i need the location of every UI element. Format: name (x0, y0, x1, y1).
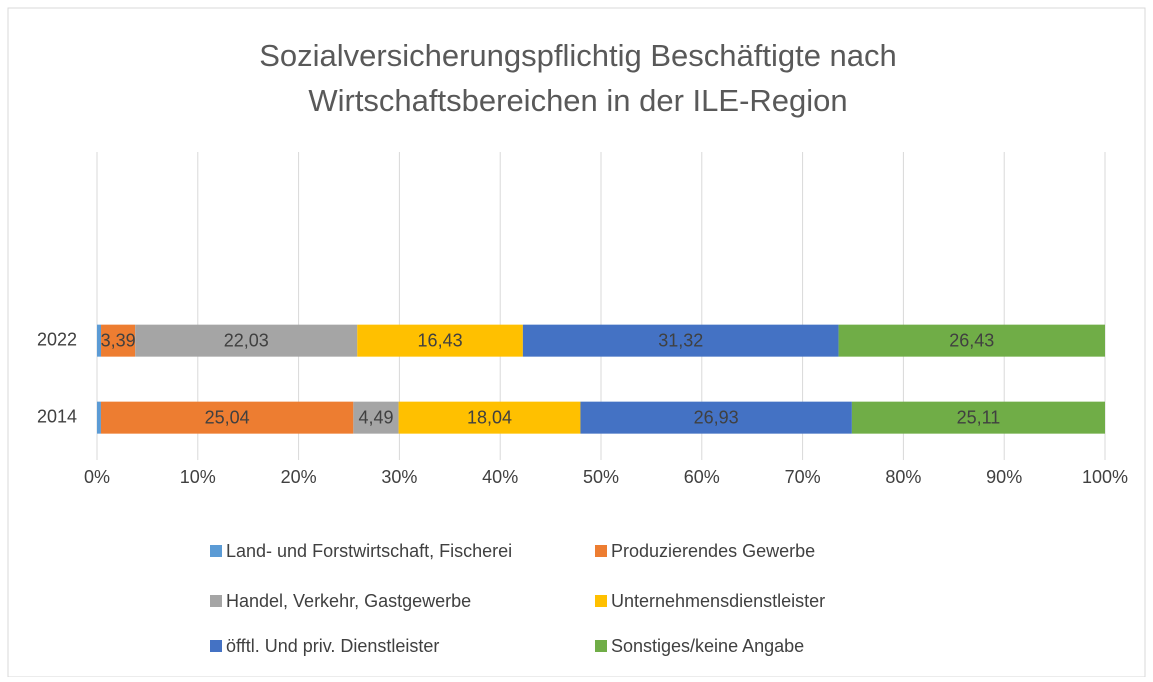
data-label: 31,32 (658, 330, 703, 350)
legend-swatch (210, 545, 222, 557)
x-tick-label: 60% (684, 467, 720, 487)
x-tick-label: 90% (986, 467, 1022, 487)
legend-swatch (210, 595, 222, 607)
bar-segment (838, 324, 1105, 357)
data-label: 25,11 (957, 407, 1001, 427)
data-label: 18,04 (467, 407, 512, 427)
legend-label: Unternehmensdienstleister (611, 591, 825, 611)
bar-segment (522, 324, 839, 357)
chart-title: Sozialversicherungspflichtig Beschäftigt… (259, 38, 897, 73)
x-tick-label: 40% (482, 467, 518, 487)
bar-segment (398, 401, 581, 434)
data-label: 22,03 (224, 330, 269, 350)
chart-title: Wirtschaftsbereichen in der ILE-Region (308, 83, 847, 118)
bar-segment (357, 324, 523, 357)
legend-label: Land- und Forstwirtschaft, Fischerei (226, 541, 512, 561)
x-tick-label: 10% (180, 467, 216, 487)
x-tick-label: 20% (281, 467, 317, 487)
x-tick-label: 70% (785, 467, 821, 487)
legend-swatch (210, 640, 222, 652)
legend-label: öfftl. Und priv. Dienstleister (226, 636, 439, 656)
legend-swatch (595, 640, 607, 652)
y-tick-label: 2022 (37, 329, 77, 349)
legend-label: Handel, Verkehr, Gastgewerbe (226, 591, 471, 611)
data-label: 25,04 (205, 407, 250, 427)
bar-segment (101, 324, 136, 357)
data-label: 16,43 (418, 330, 463, 350)
data-label: 26,93 (694, 407, 739, 427)
bar-segment (100, 401, 354, 434)
x-tick-label: 100% (1082, 467, 1128, 487)
bar-segment (580, 401, 852, 434)
bar-segment (851, 401, 1105, 434)
legend-swatch (595, 545, 607, 557)
x-tick-label: 30% (381, 467, 417, 487)
bar-segment (135, 324, 358, 357)
x-tick-label: 80% (885, 467, 921, 487)
x-tick-label: 0% (84, 467, 110, 487)
data-label: 3,39 (101, 330, 136, 350)
data-label: 4,49 (358, 407, 393, 427)
bar-segment (97, 324, 102, 357)
bar-segment (353, 401, 399, 434)
legend-swatch (595, 595, 607, 607)
legend-label: Sonstiges/keine Angabe (611, 636, 804, 656)
data-label: 26,43 (949, 330, 994, 350)
bar-segment (97, 401, 101, 434)
x-tick-label: 50% (583, 467, 619, 487)
legend-label: Produzierendes Gewerbe (611, 541, 815, 561)
y-tick-label: 2014 (37, 406, 77, 426)
